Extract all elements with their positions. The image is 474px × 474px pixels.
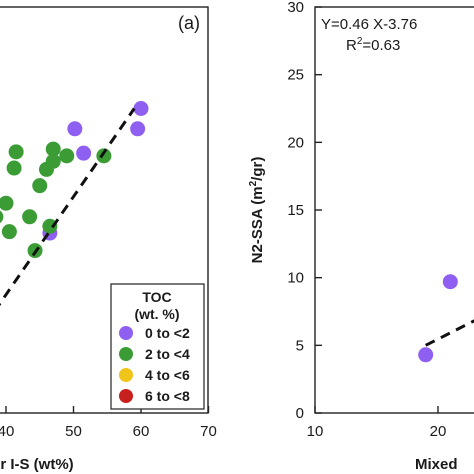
right-x-ticks: 102030 (307, 406, 447, 440)
right-x-tick-label: 10 (307, 423, 324, 440)
legend: TOC (wt. %) 0 to <2 2 to <4 4 to <6 6 to <8 (110, 283, 205, 410)
right-y-tick-label: 5 (296, 337, 304, 354)
left-plot-frame (0, 6, 209, 414)
right-trendline (425, 319, 474, 347)
left-data-point (8, 144, 24, 160)
right-y-axis-title: N2-SSA (m2/gr) (248, 157, 266, 264)
left-data-point (45, 141, 61, 157)
left-panel: (a) 40 50 60 70 er I-S (wt%) TOC (wt. %) 0 … (0, 6, 217, 473)
legend-marker (119, 347, 133, 361)
left-data-point (6, 160, 22, 176)
right-panel: Y=0.46 X-3.76 R2=0.63 0 5 10 15 20 25 30 10 20 3… (248, 0, 474, 473)
right-y-tick-label: 20 (287, 134, 304, 151)
left-data-point (1, 224, 17, 240)
left-x-tick-label: 60 (133, 423, 150, 440)
right-points (418, 274, 458, 363)
regression-equation: Y=0.46 X-3.76 (321, 16, 417, 33)
right-data-point (442, 274, 458, 290)
left-data-point (59, 148, 75, 164)
left-data-point (22, 209, 38, 225)
legend-item-label: 4 to <6 (145, 367, 190, 383)
legend-subtitle: (wt. %) (134, 306, 179, 322)
right-y-tick-label: 0 (296, 405, 304, 422)
legend-box (110, 283, 205, 410)
left-trendline (0, 107, 136, 307)
left-data-point (130, 121, 146, 137)
left-data-point (42, 218, 58, 234)
legend-marker (119, 389, 133, 403)
left-x-tick-label: 70 (200, 423, 217, 440)
left-panel-label: (a) (178, 13, 200, 33)
left-x-ticks: 40 50 60 70 (0, 406, 217, 440)
right-y-tick-label: 10 (287, 270, 304, 287)
legend-marker (119, 368, 133, 382)
left-data-point (76, 145, 92, 161)
left-data-point (0, 210, 4, 224)
left-data-point (0, 195, 14, 211)
right-plot-frame (314, 6, 474, 414)
left-x-tick-label: 40 (0, 423, 14, 440)
right-y-tick-label: 25 (287, 67, 304, 84)
legend-items: 0 to <2 2 to <4 4 to <6 6 to <8 (119, 325, 190, 404)
left-data-point (67, 121, 83, 137)
left-data-point (133, 101, 149, 117)
right-y-tick-label: 15 (287, 202, 304, 219)
right-data-point (418, 347, 434, 363)
right-y-ticks: 0 5 10 15 20 25 30 (287, 0, 322, 422)
left-points (0, 101, 149, 259)
legend-item-label: 2 to <4 (145, 346, 190, 362)
legend-title: TOC (142, 289, 171, 305)
left-x-tick-label: 50 (65, 423, 82, 440)
legend-item-label: 0 to <2 (145, 325, 190, 341)
legend-item-label: 6 to <8 (145, 388, 190, 404)
left-data-point (96, 148, 112, 164)
left-data-point (32, 178, 48, 194)
right-y-tick-label: 30 (287, 0, 304, 16)
right-x-axis-title: Mixed (415, 456, 458, 473)
legend-marker (119, 326, 133, 340)
right-x-tick-label: 20 (430, 423, 447, 440)
left-x-axis-title: er I-S (wt%) (0, 456, 74, 473)
r-squared: R2=0.63 (346, 36, 400, 54)
left-data-point (45, 153, 61, 169)
